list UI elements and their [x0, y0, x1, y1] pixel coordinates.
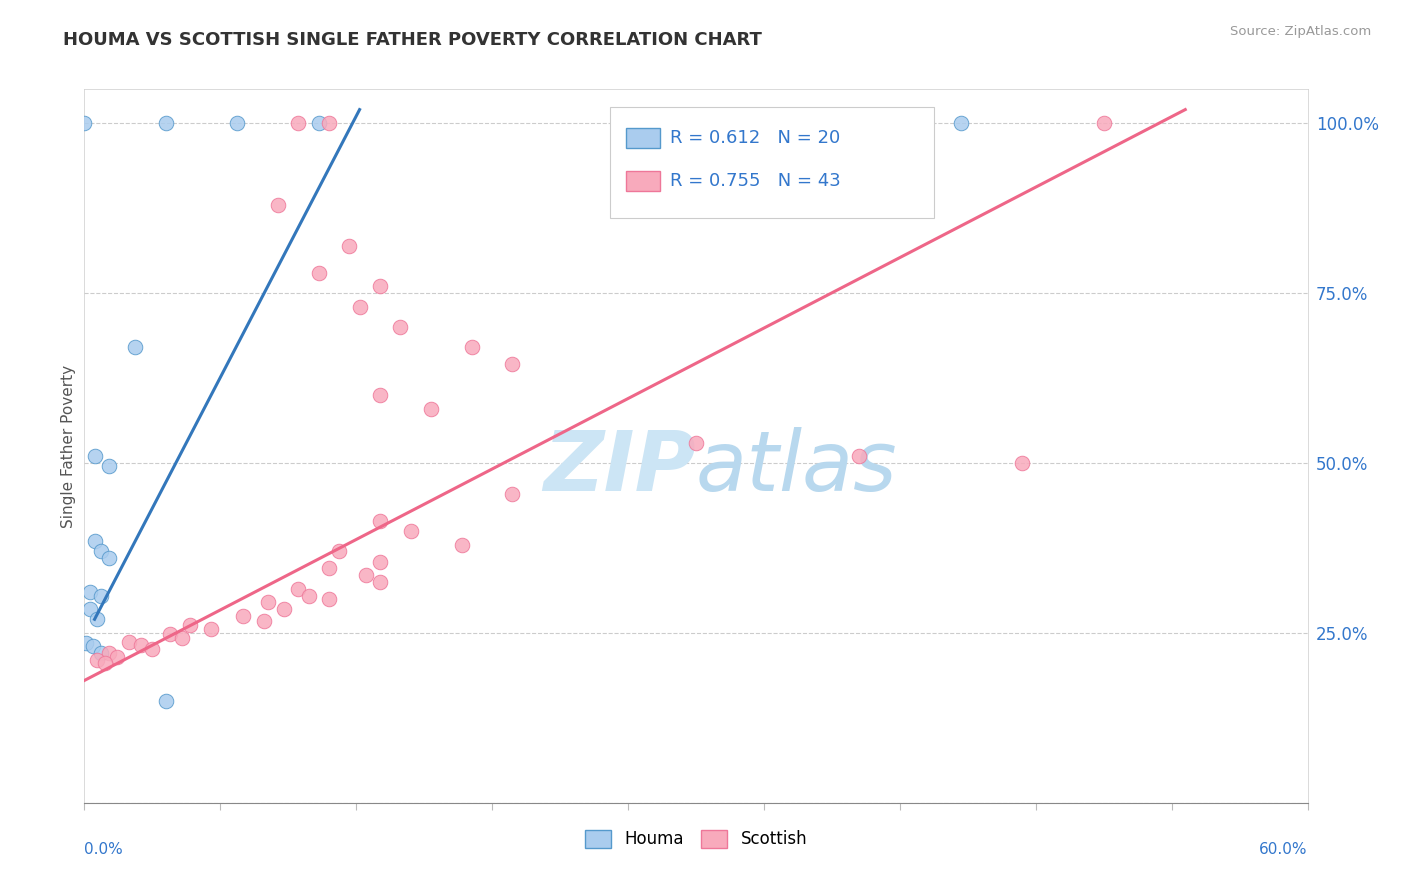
- FancyBboxPatch shape: [626, 170, 661, 191]
- Point: [226, 116, 249, 130]
- Text: R = 0.612   N = 20: R = 0.612 N = 20: [671, 128, 841, 146]
- Point: [86, 612, 108, 626]
- Point: [450, 537, 472, 551]
- Point: [83, 449, 105, 463]
- Point: [502, 486, 524, 500]
- Point: [339, 238, 361, 252]
- Point: [155, 694, 177, 708]
- Point: [200, 623, 222, 637]
- Point: [399, 524, 422, 538]
- Point: [420, 401, 443, 416]
- Point: [79, 602, 101, 616]
- Text: ZIP: ZIP: [543, 427, 696, 508]
- Point: [97, 459, 120, 474]
- Point: [644, 116, 666, 130]
- Legend: Houma, Scottish: Houma, Scottish: [578, 823, 814, 855]
- Text: Source: ZipAtlas.com: Source: ZipAtlas.com: [1230, 25, 1371, 38]
- Point: [273, 602, 295, 616]
- Point: [90, 544, 112, 558]
- Point: [368, 388, 391, 402]
- Point: [389, 320, 412, 334]
- Point: [267, 198, 290, 212]
- Point: [179, 617, 201, 632]
- Point: [318, 591, 340, 606]
- Point: [83, 534, 105, 549]
- Point: [141, 642, 163, 657]
- Point: [287, 582, 309, 596]
- Text: HOUMA VS SCOTTISH SINGLE FATHER POVERTY CORRELATION CHART: HOUMA VS SCOTTISH SINGLE FATHER POVERTY …: [63, 31, 762, 49]
- Point: [131, 638, 153, 652]
- Point: [86, 653, 108, 667]
- Point: [848, 449, 870, 463]
- Point: [124, 341, 146, 355]
- Point: [75, 636, 97, 650]
- Point: [90, 589, 112, 603]
- Text: 60.0%: 60.0%: [1260, 842, 1308, 856]
- Point: [97, 551, 120, 566]
- Text: R = 0.755   N = 43: R = 0.755 N = 43: [671, 171, 841, 189]
- Point: [502, 358, 524, 372]
- Point: [461, 341, 484, 355]
- Point: [159, 627, 181, 641]
- Point: [950, 116, 973, 130]
- FancyBboxPatch shape: [610, 107, 935, 218]
- Point: [1092, 116, 1115, 130]
- Point: [93, 657, 115, 671]
- Point: [1011, 456, 1033, 470]
- FancyBboxPatch shape: [626, 128, 661, 148]
- Point: [318, 116, 340, 130]
- Point: [253, 614, 276, 628]
- Point: [105, 649, 128, 664]
- Point: [308, 266, 330, 280]
- Point: [354, 568, 377, 582]
- Point: [73, 116, 96, 130]
- Point: [368, 555, 391, 569]
- Point: [79, 585, 101, 599]
- Text: atlas: atlas: [696, 427, 897, 508]
- Point: [97, 646, 120, 660]
- Point: [368, 279, 391, 293]
- Point: [368, 514, 391, 528]
- Point: [318, 561, 340, 575]
- Point: [349, 300, 371, 314]
- Point: [155, 116, 177, 130]
- Point: [685, 435, 707, 450]
- Point: [118, 634, 141, 648]
- Point: [172, 632, 194, 646]
- Point: [368, 574, 391, 589]
- Point: [90, 646, 112, 660]
- Y-axis label: Single Father Poverty: Single Father Poverty: [60, 365, 76, 527]
- Point: [82, 640, 104, 654]
- Point: [308, 116, 330, 130]
- Point: [298, 589, 321, 603]
- Point: [232, 608, 254, 623]
- Text: 0.0%: 0.0%: [84, 842, 124, 856]
- Point: [328, 544, 350, 558]
- Point: [257, 595, 280, 609]
- Point: [287, 116, 309, 130]
